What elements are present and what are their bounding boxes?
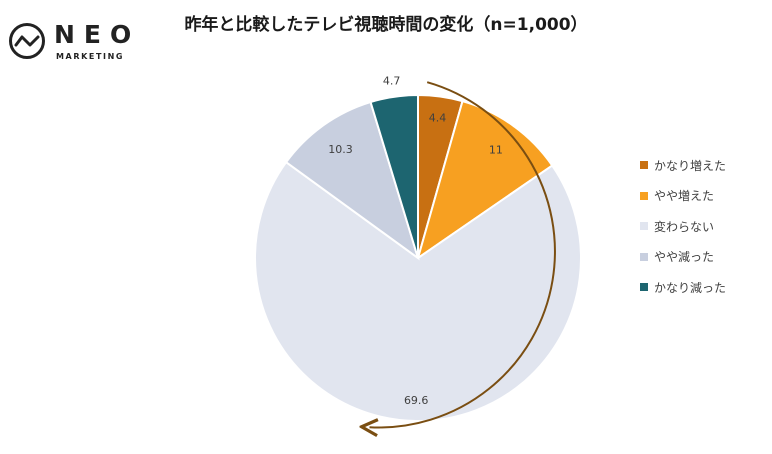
logo-subtitle: MARKETING — [56, 52, 125, 61]
pie-slice-3 — [284, 100, 420, 261]
pie-value-label-2: 69.6 — [404, 394, 429, 407]
legend-item-1: やや増えた — [640, 181, 726, 212]
chart-legend: かなり増えた やや増えた変わらないやや減ったかなり減った — [640, 150, 726, 303]
legend-swatch — [640, 283, 648, 292]
chart-title: 昨年と比較したテレビ視聴時間の変化（n=1,000） — [184, 15, 588, 35]
neo-marketing-logo: NEO MARKETING — [8, 20, 138, 68]
pie-slice-2 — [254, 160, 582, 422]
legend-label: かなり増えた — [654, 158, 727, 173]
legend-swatch — [640, 191, 648, 200]
legend-item-0: かなり増えた — [640, 150, 726, 181]
legend-item-3: やや減った — [640, 242, 726, 273]
pie-slice-4 — [369, 93, 419, 259]
neo-pulse-circle-icon — [9, 23, 45, 59]
legend-item-4: かなり減った — [640, 272, 726, 303]
pie-value-label-1: 11 — [489, 143, 503, 156]
legend-swatch — [640, 252, 648, 261]
logo-wordmark: NEO — [54, 20, 141, 49]
pie-value-label-4: 4.7 — [383, 75, 401, 88]
legend-label: 変わらない — [654, 219, 715, 234]
legend-label: やや減った — [654, 250, 715, 265]
pie-value-label-3: 10.3 — [328, 143, 353, 156]
clockwise-direction-arrow — [370, 81, 556, 427]
pie-slice-1 — [416, 99, 554, 261]
legend-label: やや増えた — [654, 189, 715, 204]
pie-value-label-0: 4.4 — [429, 112, 447, 125]
legend-swatch — [640, 161, 648, 170]
legend-swatch — [640, 222, 648, 231]
legend-label: かなり減った — [654, 280, 727, 295]
legend-item-2: 変わらない — [640, 211, 726, 242]
